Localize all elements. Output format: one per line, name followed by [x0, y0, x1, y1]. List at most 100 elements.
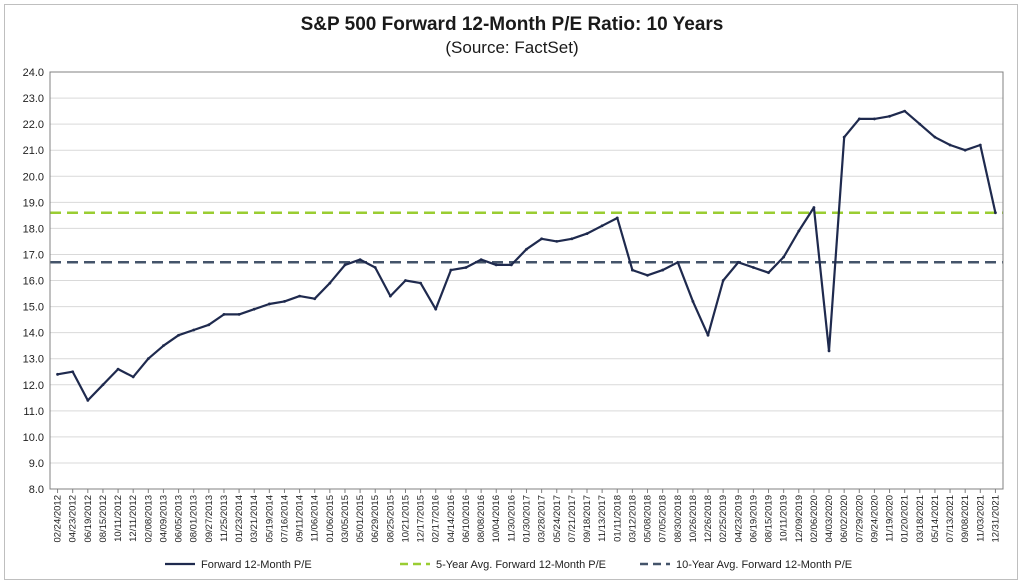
- data-point: [222, 312, 226, 316]
- data-point: [540, 237, 544, 241]
- data-point: [464, 266, 468, 269]
- legend-label: Forward 12-Month P/E: [201, 559, 312, 571]
- x-tick-label: 12/11/2012: [128, 495, 139, 542]
- y-tick-label: 21.0: [23, 145, 44, 157]
- data-point: [494, 263, 498, 267]
- x-tick-label: 02/06/2020: [809, 495, 820, 543]
- x-tick-label: 11/30/2016: [506, 495, 517, 542]
- data-point: [298, 294, 301, 298]
- x-tick-label: 03/18/2021: [915, 495, 926, 543]
- x-tick-label: 08/15/2012: [98, 495, 109, 543]
- data-point: [555, 240, 559, 243]
- data-point: [207, 323, 211, 327]
- y-tick-label: 19.0: [23, 197, 44, 209]
- x-tick-label: 07/16/2014: [279, 495, 290, 543]
- x-tick-label: 05/01/2015: [355, 495, 366, 543]
- x-tick-label: 06/10/2016: [461, 495, 472, 543]
- data-point: [721, 279, 725, 282]
- data-point: [449, 268, 453, 272]
- x-tick-label: 10/26/2018: [688, 495, 699, 543]
- data-point: [192, 328, 196, 332]
- x-tick-label: 02/17/2016: [431, 495, 442, 543]
- data-point: [525, 247, 528, 251]
- data-point: [767, 271, 770, 275]
- data-point: [918, 122, 922, 126]
- x-tick-label: 01/20/2021: [900, 495, 911, 543]
- chart-subtitle: (Source: FactSet): [445, 38, 579, 57]
- y-tick-label: 9.0: [29, 458, 44, 470]
- data-point: [252, 307, 256, 311]
- x-tick-label: 08/25/2015: [385, 495, 396, 543]
- x-tick-label: 07/05/2018: [658, 495, 669, 543]
- x-tick-label: 06/19/2012: [83, 495, 94, 543]
- chart-title: S&P 500 Forward 12-Month P/E Ratio: 10 Y…: [300, 14, 724, 35]
- x-tick-label: 05/08/2018: [643, 495, 654, 543]
- data-point: [388, 294, 392, 298]
- x-tick-label: 04/23/2012: [68, 495, 79, 543]
- y-tick-label: 11.0: [23, 406, 44, 418]
- data-point: [404, 279, 407, 282]
- average-lines: [50, 211, 1003, 264]
- x-tick-label: 01/11/2018: [612, 495, 623, 542]
- data-point: [283, 299, 286, 303]
- x-tick-label: 03/21/2014: [249, 495, 260, 543]
- data-point: [661, 268, 665, 272]
- data-point: [933, 135, 937, 139]
- y-tick-label: 22.0: [23, 119, 44, 131]
- data-point: [888, 114, 891, 118]
- series-line-forward-pe: [57, 110, 997, 402]
- x-tick-label: 06/02/2020: [839, 495, 850, 543]
- data-point: [116, 367, 120, 371]
- data-point: [131, 375, 135, 379]
- gridlines: [50, 71, 1003, 490]
- data-point: [56, 372, 59, 376]
- data-point: [419, 281, 423, 285]
- x-tick-label: 11/19/2020: [885, 495, 896, 542]
- legend-label: 5-Year Avg. Forward 12-Month P/E: [436, 559, 606, 571]
- data-point: [615, 216, 619, 220]
- x-tick-label: 04/03/2020: [824, 495, 835, 543]
- x-tick-label: 08/01/2013: [189, 495, 200, 543]
- x-tick-label: 07/21/2017: [567, 495, 578, 543]
- y-axis-ticks: 8.0 9.0 10.0 11.0 12.0 13.0 14.0 15.0 16.0 17.0 18…: [23, 67, 44, 496]
- x-tick-label: 09/27/2013: [204, 495, 215, 543]
- data-point: [343, 263, 347, 267]
- x-tick-label: 04/09/2013: [158, 495, 169, 543]
- x-tick-label: 01/23/2014: [234, 495, 245, 543]
- data-point: [146, 357, 150, 361]
- data-point: [691, 299, 695, 303]
- x-tick-label: 05/14/2021: [930, 495, 941, 543]
- y-tick-label: 10.0: [23, 432, 44, 444]
- data-point: [328, 281, 332, 285]
- x-tick-label: 02/24/2012: [53, 495, 64, 543]
- data-point: [752, 266, 755, 269]
- data-point: [71, 370, 75, 374]
- x-tick-label: 05/24/2017: [552, 495, 563, 543]
- x-tick-label: 04/23/2019: [733, 495, 744, 543]
- data-point: [736, 260, 740, 264]
- y-tick-label: 17.0: [23, 249, 44, 261]
- y-tick-label: 13.0: [23, 354, 44, 366]
- data-point: [373, 266, 377, 269]
- legend-label: 10-Year Avg. Forward 12-Month P/E: [676, 559, 852, 571]
- x-tick-label: 06/19/2019: [748, 495, 759, 543]
- y-tick-label: 16.0: [23, 276, 44, 288]
- data-point: [797, 229, 801, 233]
- x-tick-label: 10/11/2012: [113, 495, 124, 542]
- x-tick-label: 02/25/2019: [718, 495, 729, 543]
- data-point: [101, 383, 105, 387]
- x-tick-label: 01/30/2017: [522, 495, 533, 543]
- x-tick-label: 08/30/2018: [673, 495, 684, 543]
- x-tick-label: 11/25/2013: [219, 495, 230, 542]
- x-tick-label: 12/31/2021: [990, 495, 1001, 543]
- data-point: [994, 211, 997, 215]
- data-point: [177, 333, 180, 337]
- x-tick-label: 12/17/2015: [416, 495, 427, 543]
- x-tick-label: 06/05/2013: [174, 495, 185, 543]
- data-point: [313, 297, 317, 301]
- data-point: [600, 224, 604, 228]
- y-tick-label: 14.0: [23, 328, 44, 340]
- x-tick-label: 10/04/2016: [491, 495, 502, 543]
- data-point: [267, 302, 271, 306]
- y-tick-label: 15.0: [23, 302, 44, 314]
